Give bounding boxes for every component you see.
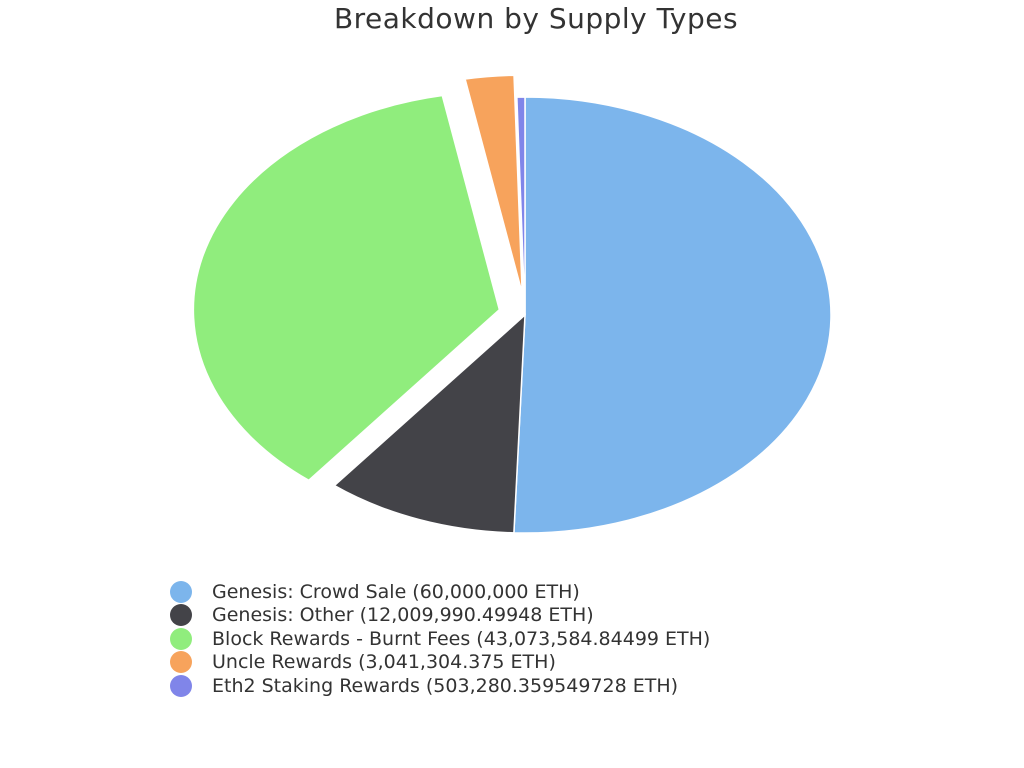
legend-label: Uncle Rewards (3,041,304.375 ETH) [212,651,556,674]
legend: Genesis: Crowd Sale (60,000,000 ETH) Gene… [170,580,710,698]
pie-slice-2[interactable] [192,94,501,482]
legend-item[interactable]: Genesis: Other (12,009,990.49948 ETH) [170,604,710,628]
legend-item[interactable]: Block Rewards - Burnt Fees (43,073,584.8… [170,627,710,651]
chart-title: Breakdown by Supply Types [333,2,739,35]
legend-marker-icon [170,627,192,650]
legend-label: Genesis: Other (12,009,990.49948 ETH) [212,604,594,627]
pie-slice-0[interactable] [513,96,832,534]
legend-marker-icon [170,674,192,697]
pie-slice-3[interactable] [464,74,523,294]
legend-label: Block Rewards - Burnt Fees (43,073,584.8… [212,627,711,650]
legend-item[interactable]: Uncle Rewards (3,041,304.375 ETH) [170,651,710,675]
legend-label: Eth2 Staking Rewards (503,280.359549728 … [212,674,679,697]
legend-marker-icon [170,604,192,627]
legend-marker-icon [170,580,192,603]
legend-item[interactable]: Eth2 Staking Rewards (503,280.359549728 … [170,674,710,698]
legend-marker-icon [170,651,192,674]
legend-label: Genesis: Crowd Sale (60,000,000 ETH) [212,580,580,603]
pie-slice-4[interactable] [516,96,526,316]
legend-item[interactable]: Genesis: Crowd Sale (60,000,000 ETH) [170,580,710,604]
pie-slice-1[interactable] [333,313,526,534]
